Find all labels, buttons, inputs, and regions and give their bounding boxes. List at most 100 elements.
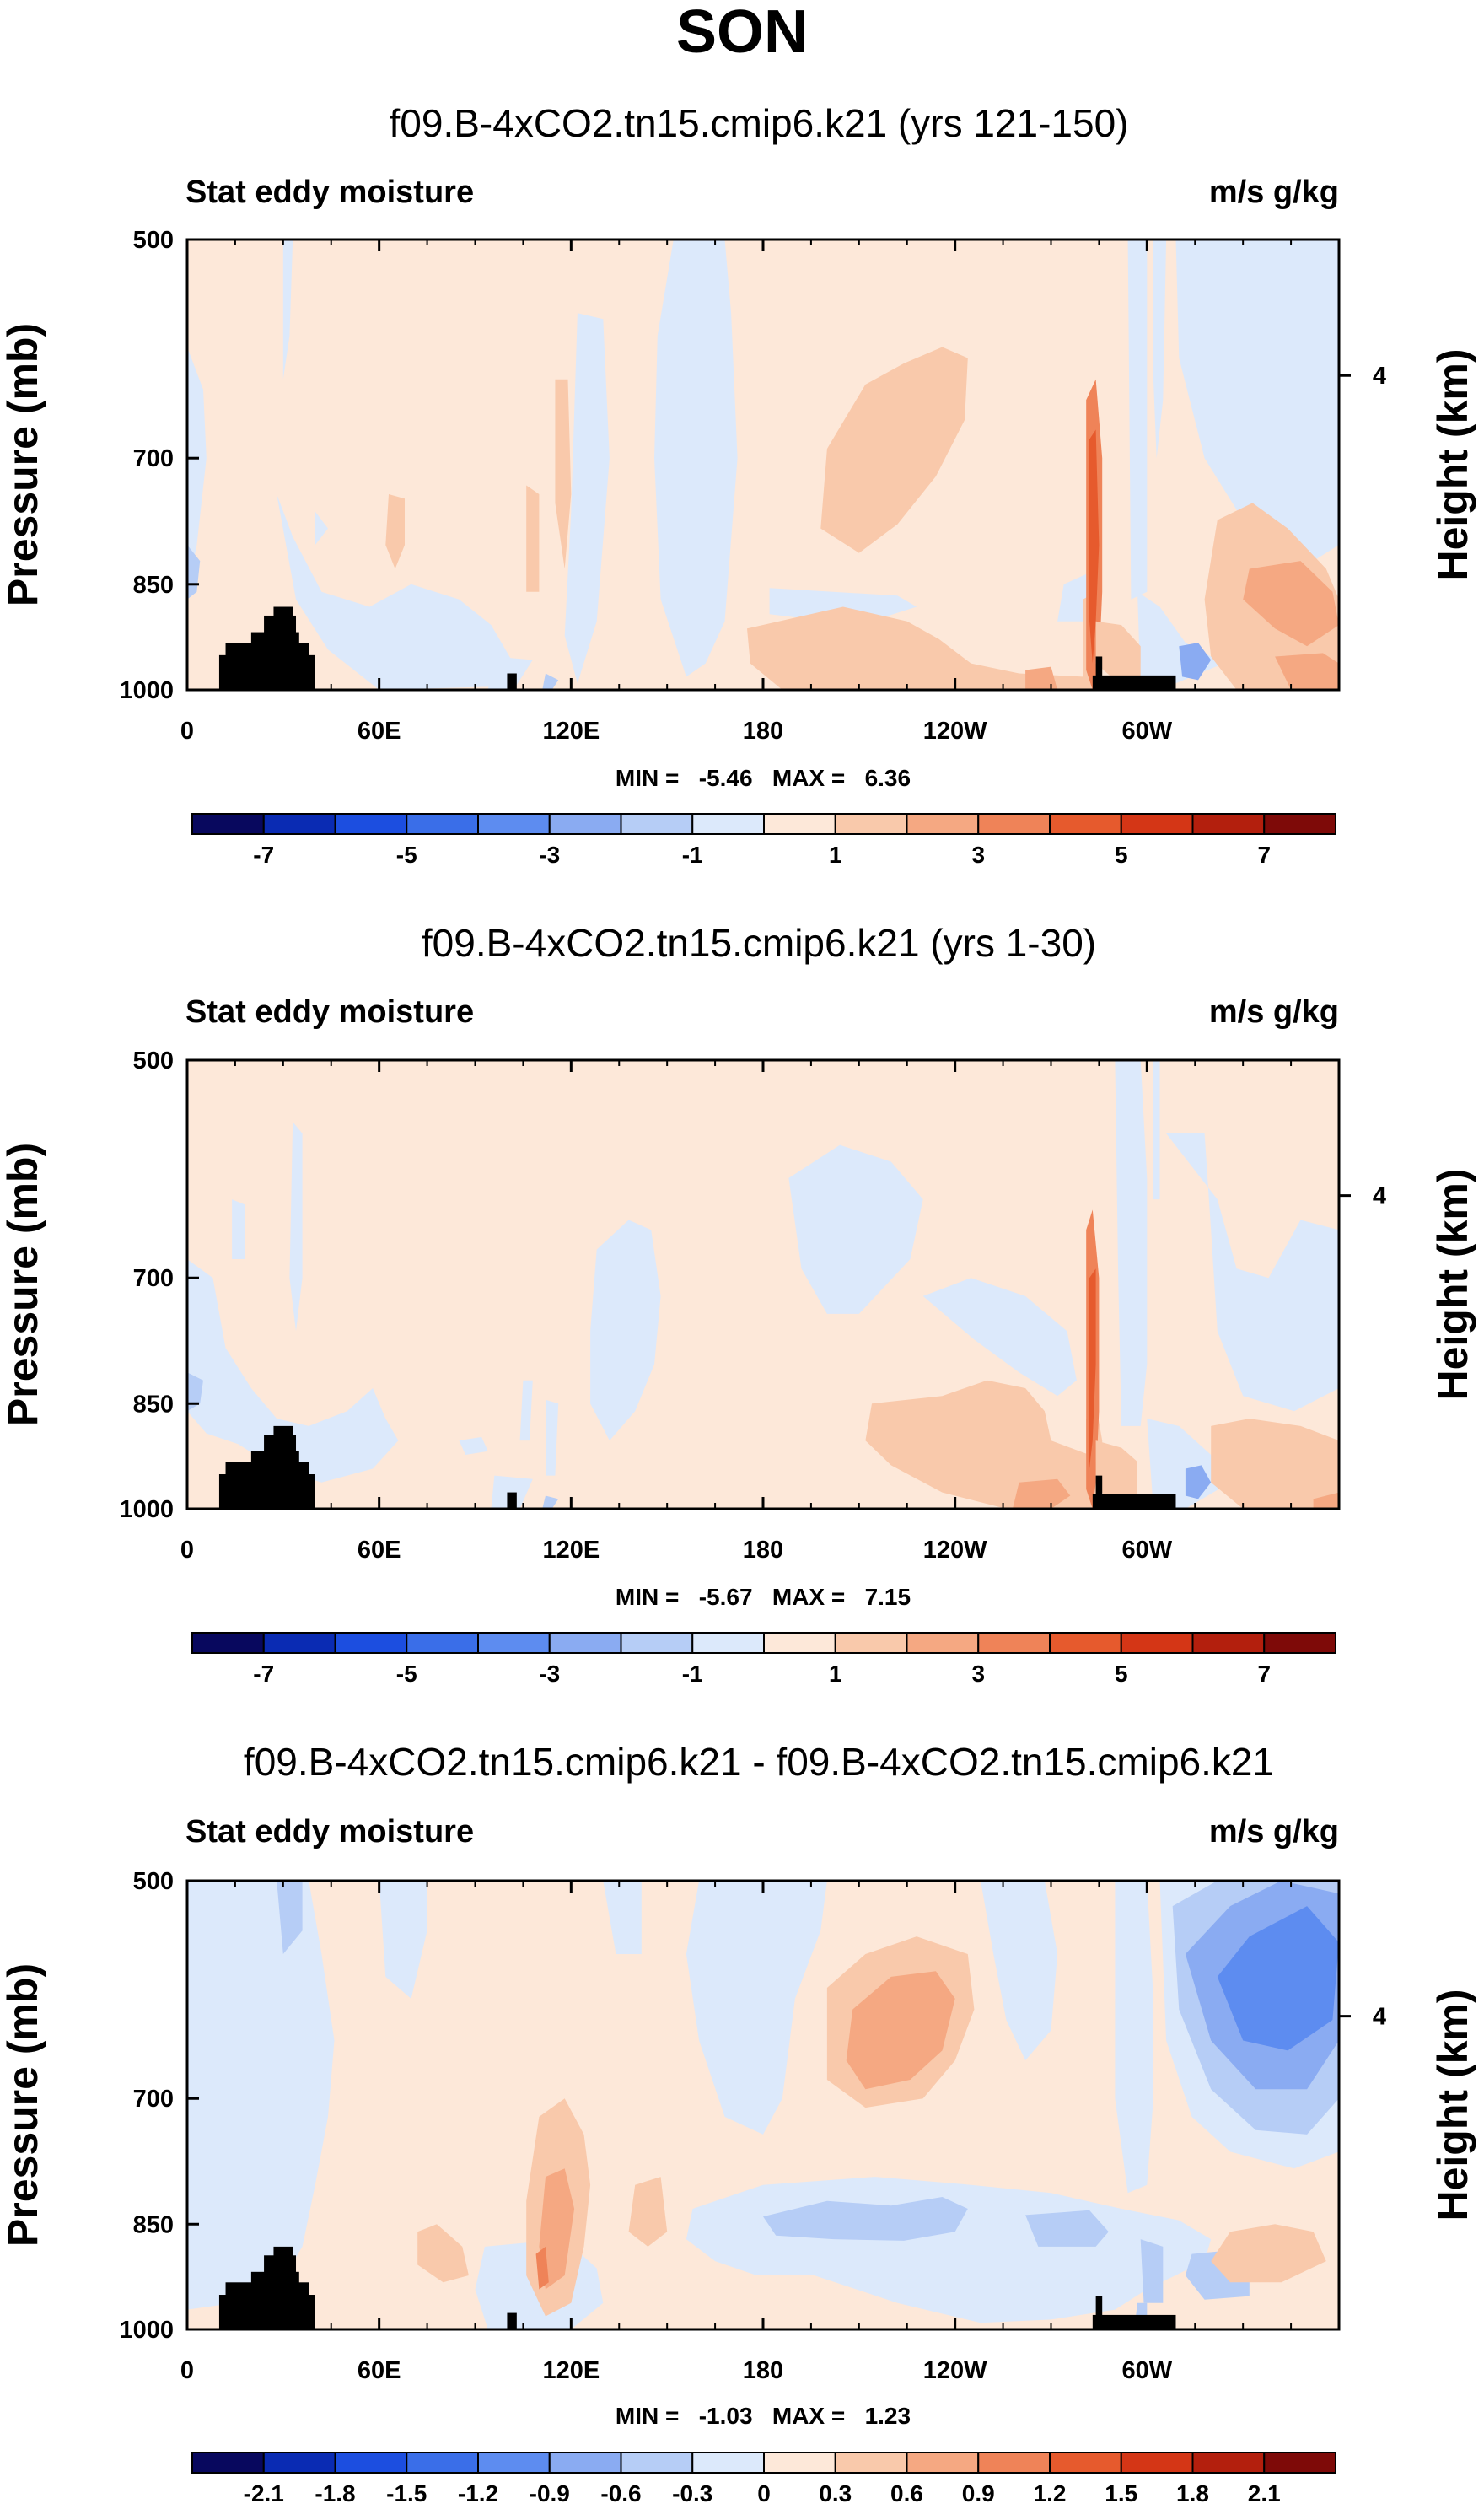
contour-region bbox=[187, 1881, 335, 2310]
topography-block bbox=[1092, 2314, 1176, 2329]
y-tick-label: 850 bbox=[133, 572, 174, 599]
panel-3-stats: MIN = -1.03 MAX = 1.23 bbox=[616, 2403, 911, 2429]
figure-title: SON bbox=[676, 0, 808, 66]
topography-block bbox=[1092, 1494, 1176, 1509]
y-tick-label: 1000 bbox=[119, 2317, 174, 2344]
colorbar-box bbox=[191, 1632, 265, 1654]
contour-region bbox=[187, 1372, 203, 1412]
colorbar-label: -3 bbox=[539, 842, 560, 868]
colorbar-label: 1.5 bbox=[1105, 2480, 1137, 2506]
colorbar-box bbox=[1120, 2452, 1194, 2474]
x-tick-label: 120W bbox=[923, 718, 987, 745]
panel-3: f09.B-4xCO2.tn15.cmip6.k21 - f09.B-4xCO2… bbox=[0, 1740, 1476, 2506]
y-tick-label: 850 bbox=[133, 1391, 174, 1418]
contour-region bbox=[1175, 240, 1339, 569]
contour-region bbox=[187, 347, 207, 592]
colorbar-box bbox=[977, 1632, 1051, 1654]
x-tick-label: 120W bbox=[923, 1537, 987, 1564]
colorbar-box bbox=[477, 2452, 551, 2474]
panel-2-colorbar: -7 -5 -3 -1 1 3 5 7 bbox=[191, 1632, 1336, 1687]
x-tick-label: 180 bbox=[743, 2357, 783, 2384]
panel-3-left-string: Stat eddy moisture bbox=[186, 1814, 474, 1849]
contour-region bbox=[1147, 1419, 1230, 1509]
topography-block bbox=[507, 1492, 517, 1509]
colorbar-label: -7 bbox=[253, 842, 274, 868]
contour-region bbox=[542, 1495, 559, 1509]
colorbar-box bbox=[477, 813, 551, 835]
contour-region bbox=[1211, 1419, 1339, 1509]
panel-2-ylabel-right: Height (km) bbox=[1429, 1169, 1476, 1401]
colorbar-box bbox=[548, 813, 622, 835]
colorbar-box bbox=[191, 2452, 265, 2474]
colorbar-box bbox=[406, 813, 479, 835]
contour-region bbox=[289, 1122, 303, 1332]
colorbar-box bbox=[691, 2452, 765, 2474]
contour-region bbox=[555, 379, 572, 569]
contour-fills bbox=[187, 1881, 1339, 2329]
colorbar-label: 0.6 bbox=[890, 2480, 923, 2506]
x-tick-label: 60E bbox=[358, 1537, 401, 1564]
contour-region bbox=[526, 485, 540, 592]
colorbar-box bbox=[906, 1632, 980, 1654]
contour-region bbox=[1115, 1881, 1153, 2194]
topography-block bbox=[273, 606, 293, 690]
panel-3-colorbar: -2.1 -1.8 -1.5 -1.2 -0.9 -0.6 -0.3 0 0.3 0.6 0.9 1.… bbox=[191, 2452, 1336, 2506]
topography-block bbox=[507, 2312, 517, 2329]
colorbar-label: 0.9 bbox=[962, 2480, 995, 2506]
panel-3-ylabel: Pressure (mb) bbox=[0, 1963, 46, 2247]
colorbar-label: -2.1 bbox=[244, 2480, 284, 2506]
contour-region bbox=[487, 656, 533, 690]
x-tick-label: 60W bbox=[1122, 718, 1173, 745]
contour-region bbox=[1185, 1465, 1212, 1499]
colorbar-label: -1 bbox=[682, 1661, 703, 1687]
colorbar-label: 1 bbox=[829, 842, 842, 868]
colorbar-box bbox=[1191, 2452, 1266, 2474]
colorbar-box bbox=[548, 2452, 622, 2474]
panel-1-plot: 0 60E 120E 180 120W 60W 500 700 850 1000 4 bbox=[119, 227, 1386, 745]
contour-region bbox=[459, 1436, 488, 1455]
panel-1-ylabel-right: Height (km) bbox=[1429, 349, 1476, 581]
colorbar-box bbox=[620, 813, 694, 835]
x-tick-label: 60W bbox=[1122, 1537, 1173, 1564]
colorbar-label: 3 bbox=[971, 1661, 985, 1687]
colorbar-box bbox=[834, 1632, 908, 1654]
colorbar-box bbox=[834, 2452, 908, 2474]
colorbar-label: 1.2 bbox=[1034, 2480, 1067, 2506]
colorbar-box bbox=[763, 1632, 836, 1654]
colorbar-box bbox=[1049, 1632, 1122, 1654]
y-tick-label: 500 bbox=[133, 227, 174, 254]
panel-2-plot: 0 60E 120E 180 120W 60W 500 700 850 1000 4 bbox=[119, 1047, 1386, 1564]
contour-region bbox=[519, 1380, 533, 1441]
colorbar-box bbox=[691, 1632, 765, 1654]
panel-3-title: f09.B-4xCO2.tn15.cmip6.k21 - f09.B-4xCO2… bbox=[244, 1740, 1274, 1784]
panel-2-left-string: Stat eddy moisture bbox=[186, 994, 474, 1030]
contour-region bbox=[539, 2168, 575, 2290]
colorbar-label: 1 bbox=[829, 1661, 842, 1687]
panel-3-plot: 0 60E 120E 180 120W 60W 500 700 850 1000 4 bbox=[119, 1868, 1386, 2384]
colorbar-box bbox=[763, 2452, 836, 2474]
panel-1-right-string: m/s g/kg bbox=[1209, 175, 1339, 210]
colorbar-box bbox=[1191, 813, 1266, 835]
panel-3-right-string: m/s g/kg bbox=[1209, 1814, 1339, 1849]
x-tick-label: 180 bbox=[743, 718, 783, 745]
contour-region bbox=[865, 1380, 1096, 1509]
contour-region bbox=[535, 2246, 549, 2290]
colorbar-label: -1 bbox=[682, 842, 703, 868]
contour-region bbox=[820, 347, 968, 553]
colorbar-label: -7 bbox=[253, 1661, 274, 1687]
colorbar-box bbox=[1191, 1632, 1266, 1654]
contour-region bbox=[1025, 666, 1058, 690]
colorbar-box bbox=[334, 1632, 408, 1654]
topography-block bbox=[273, 2246, 293, 2329]
topography-block bbox=[1095, 656, 1103, 690]
y-tick-label: 700 bbox=[133, 2086, 174, 2113]
contour-region bbox=[686, 1881, 827, 2135]
x-tick-label: 60W bbox=[1122, 2357, 1173, 2384]
contour-region bbox=[1095, 1440, 1137, 1503]
contour-region bbox=[1013, 1478, 1071, 1509]
contour-region bbox=[1153, 1060, 1160, 1200]
colorbar-label: -0.6 bbox=[600, 2480, 641, 2506]
contour-region bbox=[277, 494, 513, 690]
topography-block bbox=[1095, 2296, 1103, 2329]
contour-region bbox=[315, 511, 328, 546]
